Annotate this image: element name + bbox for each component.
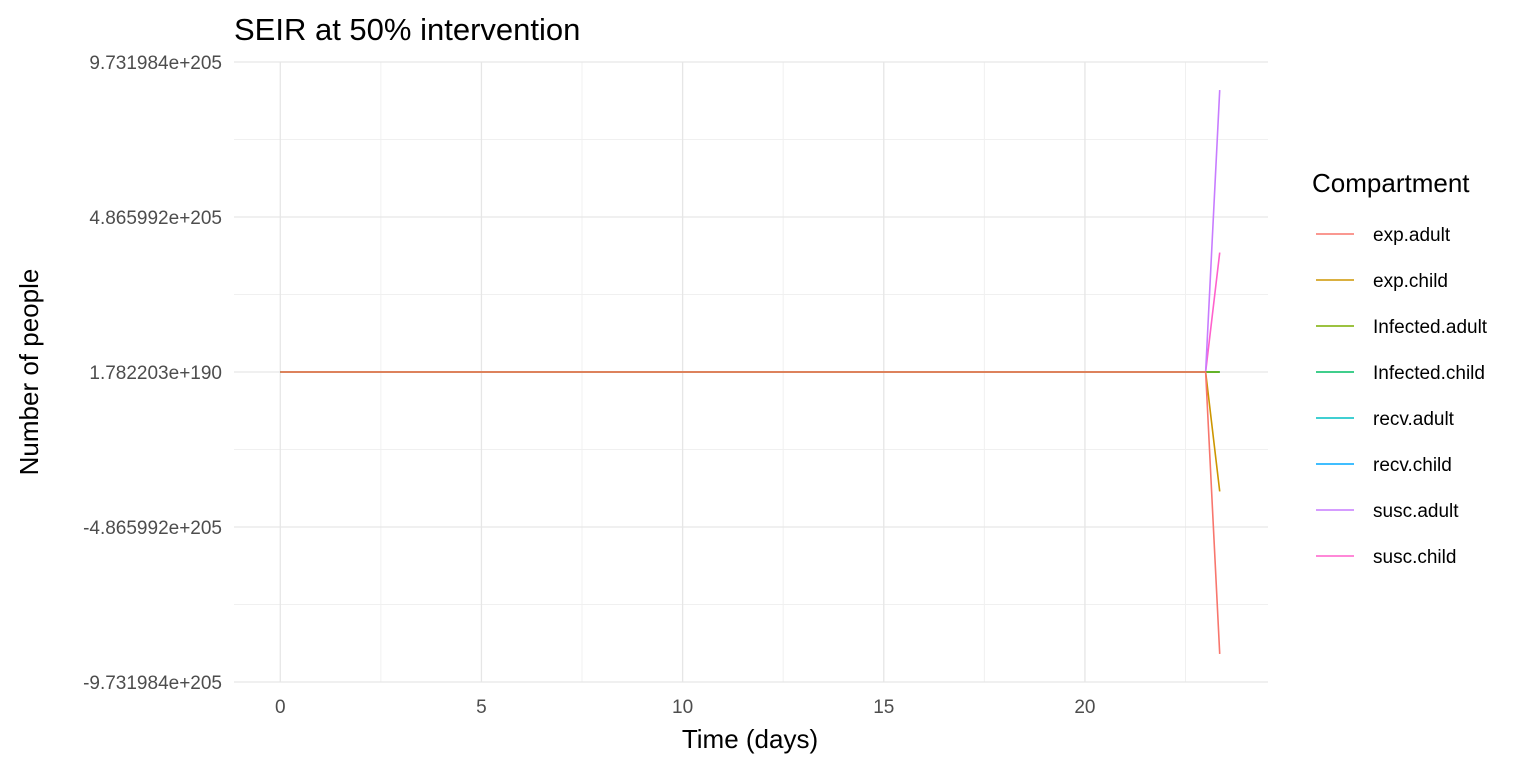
x-axis-ticks: 0 5 10 15 20 — [275, 697, 1096, 718]
series-line-exp-child — [280, 371, 1221, 492]
series-line-susc-child — [280, 252, 1221, 373]
legend-title: Compartment — [1312, 168, 1470, 198]
x-tick-label: 20 — [1074, 697, 1095, 718]
series-line-exp-adult — [280, 371, 1221, 654]
legend-items: exp.adult exp.child Infected.adult Infected… — [1316, 225, 1488, 568]
legend-label-infected-adult: Infected.adult — [1373, 317, 1488, 338]
y-tick-label: 4.865992e+205 — [89, 208, 222, 229]
y-axis-ticks: -9.731984e+205 -4.865992e+205 1.782203e+19… — [83, 53, 222, 694]
legend-label-susc-child: susc.child — [1373, 547, 1456, 568]
legend-label-susc-adult: susc.adult — [1373, 501, 1459, 522]
y-tick-label: -9.731984e+205 — [83, 673, 222, 694]
series-line-susc-adult — [280, 90, 1221, 373]
y-tick-label: -4.865992e+205 — [83, 518, 222, 539]
series-lines — [280, 90, 1221, 654]
x-tick-label: 5 — [476, 697, 487, 718]
y-axis-title: Number of people — [14, 269, 44, 476]
x-tick-label: 0 — [275, 697, 286, 718]
legend-label-exp-child: exp.child — [1373, 271, 1448, 292]
legend-label-infected-child: Infected.child — [1373, 363, 1485, 384]
x-tick-label: 10 — [672, 697, 693, 718]
legend-label-recv-child: recv.child — [1373, 455, 1452, 476]
legend-label-exp-adult: exp.adult — [1373, 225, 1451, 246]
legend: Compartment exp.adult exp.child Infected.a… — [1312, 168, 1488, 568]
x-axis-title: Time (days) — [682, 724, 818, 754]
x-tick-label: 15 — [873, 697, 894, 718]
legend-label-recv-adult: recv.adult — [1373, 409, 1455, 430]
chart-title: SEIR at 50% intervention — [234, 12, 580, 47]
y-tick-label: 1.782203e+190 — [89, 363, 222, 384]
y-tick-label: 9.731984e+205 — [89, 53, 222, 74]
